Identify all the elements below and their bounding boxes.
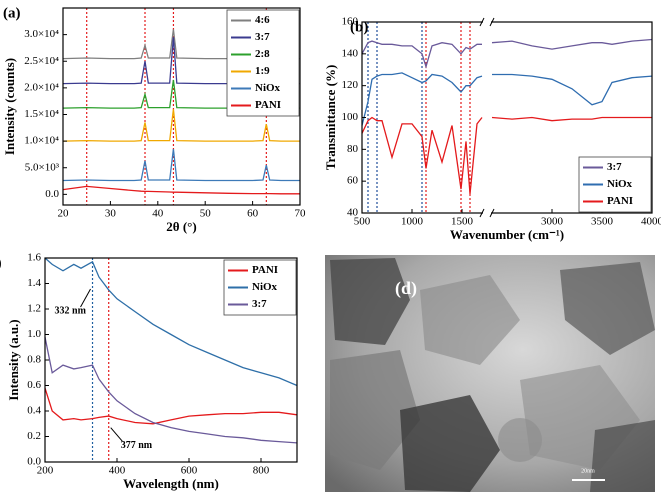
- y-tick-label: 0.2: [27, 430, 41, 442]
- x-tick-label: 40: [152, 208, 164, 220]
- annotation-arrow: [110, 427, 124, 443]
- y-axis-label: Transmittance (%): [323, 65, 338, 171]
- legend-label: PANI: [252, 264, 278, 276]
- series-line: [62, 185, 300, 195]
- x-tick-label: 800: [253, 465, 270, 477]
- legend-label: PANI: [607, 195, 633, 207]
- series-line: [44, 336, 298, 444]
- series-line: [62, 149, 300, 182]
- annotation: 332 nm: [55, 305, 87, 316]
- y-tick-label: 80: [347, 143, 359, 155]
- x-tick-label: 50: [200, 208, 212, 220]
- plot-frame: [62, 7, 301, 206]
- annotation: 377 nm: [121, 440, 153, 451]
- legend-label: 3:7: [255, 31, 270, 43]
- legend-label: NiOx: [255, 82, 281, 94]
- panel-label: (d): [395, 278, 417, 299]
- y-tick-label: 120: [342, 79, 359, 91]
- series-line: [44, 257, 298, 387]
- x-tick-label: 200: [37, 465, 54, 477]
- x-tick-label: 3500: [591, 216, 614, 228]
- axis-break: [489, 208, 495, 218]
- legend-label: 1:9: [255, 65, 270, 77]
- x-tick-label: 30: [105, 208, 117, 220]
- legend-label: 3:7: [607, 161, 622, 173]
- series-line: [492, 73, 653, 106]
- x-tick-label: 4000: [641, 216, 661, 228]
- axis-break-gap: [483, 210, 491, 216]
- y-tick-label: 0.4: [27, 405, 41, 417]
- x-tick-label: 1000: [401, 216, 424, 228]
- axis-break: [479, 208, 485, 218]
- y-tick-label: 1.0×10⁴: [24, 135, 59, 147]
- axis-break-gap: [483, 19, 491, 25]
- series-line: [491, 116, 652, 122]
- y-tick-label: 2.0×10⁴: [24, 81, 59, 93]
- y-tick-label: 0.8: [27, 354, 41, 366]
- legend-label: NiOx: [252, 281, 278, 293]
- tem-image: (d) 20nm: [325, 255, 655, 492]
- legend-label: 4:6: [255, 14, 270, 26]
- series-line: [491, 38, 653, 50]
- y-axis-label: Intensity (counts): [2, 58, 17, 155]
- series-line: [62, 109, 300, 142]
- x-axis-label: Wavelength (nm): [123, 476, 219, 491]
- legend-box: [226, 9, 300, 117]
- axis-break: [479, 17, 485, 27]
- x-tick-label: 500: [354, 216, 371, 228]
- y-tick-label: 2.5×10⁴: [24, 55, 59, 67]
- series-line: [361, 116, 483, 194]
- x-tick-label: 600: [181, 465, 198, 477]
- legend-label: PANI: [255, 99, 281, 111]
- scale-bar-label: 20nm: [581, 468, 595, 474]
- legend-label: NiOx: [607, 178, 633, 190]
- panel-label: (c): [0, 255, 2, 271]
- x-tick-label: 60: [247, 208, 259, 220]
- y-tick-label: 0.0: [27, 456, 41, 468]
- x-axis-label: 2θ (°): [166, 219, 196, 234]
- x-axis-label: Wavenumber (cm⁻¹): [450, 227, 564, 242]
- y-tick-label: 60: [347, 175, 359, 187]
- panel-label: (b): [350, 19, 368, 35]
- y-tick-label: 1.4: [27, 277, 41, 289]
- y-tick-label: 1.5×10⁴: [24, 108, 59, 120]
- y-tick-label: 40: [347, 207, 359, 219]
- series-line: [44, 387, 298, 425]
- x-tick-label: 1500: [451, 216, 474, 228]
- x-tick-label: 3000: [541, 216, 564, 228]
- y-tick-label: 160: [342, 16, 359, 28]
- series-line: [361, 40, 482, 69]
- panel-label: (a): [3, 5, 21, 21]
- y-axis-label: Intensity (a.u.): [6, 319, 21, 400]
- y-tick-label: 5.0×10³: [25, 161, 60, 173]
- y-tick-label: 1.0: [27, 328, 41, 340]
- y-tick-label: 1.6: [27, 252, 41, 264]
- legend-label: 2:8: [255, 48, 270, 60]
- y-tick-label: 100: [342, 111, 359, 123]
- series-line: [361, 72, 483, 126]
- legend-label: 3:7: [252, 298, 267, 310]
- annotation-arrow: [80, 288, 91, 308]
- x-tick-label: 20: [58, 208, 70, 220]
- y-tick-label: 0.0: [45, 188, 59, 200]
- y-tick-label: 1.2: [27, 303, 41, 315]
- x-tick-label: 70: [295, 208, 307, 220]
- y-tick-label: 0.6: [27, 379, 41, 391]
- x-tick-label: 400: [109, 465, 126, 477]
- axis-break: [489, 17, 495, 27]
- y-tick-label: 140: [342, 47, 359, 59]
- y-tick-label: 3.0×10⁴: [24, 28, 59, 40]
